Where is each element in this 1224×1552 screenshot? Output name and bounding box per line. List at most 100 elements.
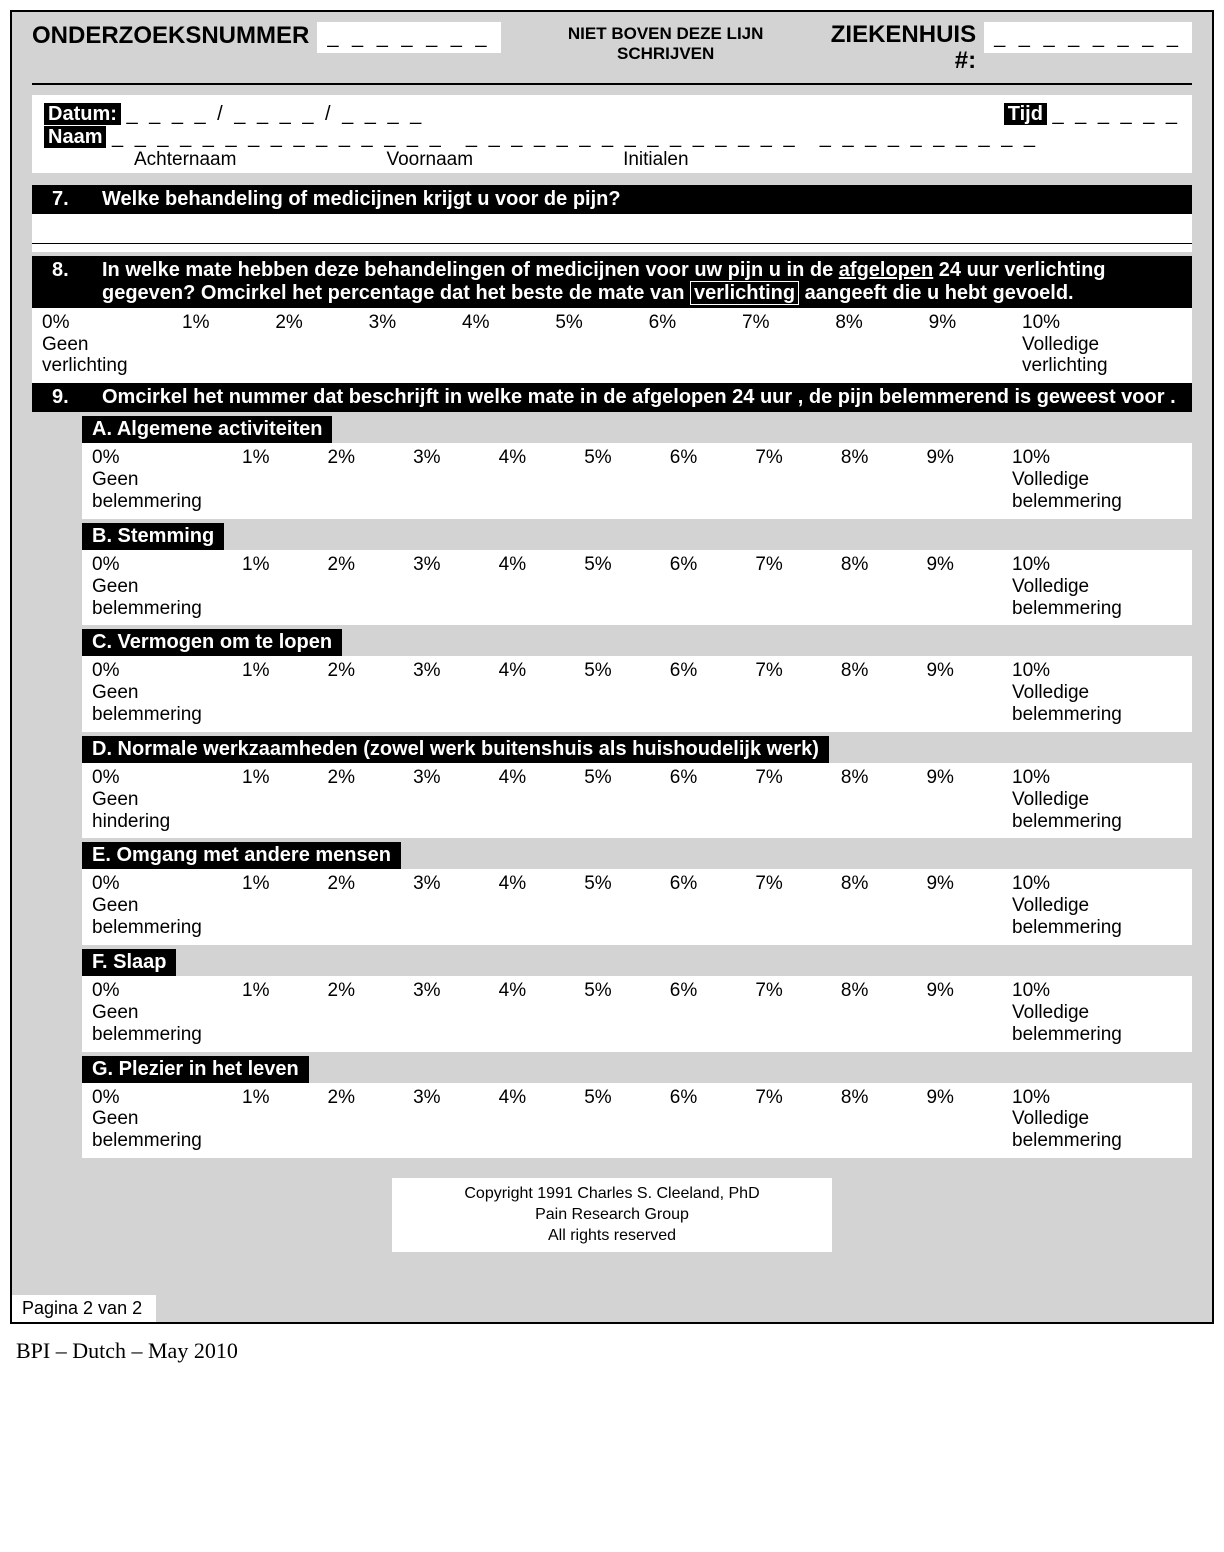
initialen-label: Initialen [623, 149, 689, 171]
q8-text: In welke mate hebben deze behandelingen … [102, 259, 1182, 305]
q9c-l2: belemmering [92, 704, 242, 726]
q9e-v10: 10% [1012, 873, 1182, 895]
q9-num: 9. [52, 386, 102, 409]
q9d-l1: Geen [92, 789, 242, 811]
q9g-v0: 0% [92, 1087, 242, 1109]
q9a-v7: 7% [755, 447, 841, 469]
q8-num: 8. [52, 259, 102, 305]
form-page: ONDERZOEKSNUMMER _ _ _ _ _ _ _ NIET BOVE… [10, 10, 1214, 1324]
onderzoek-label: ONDERZOEKSNUMMER [32, 22, 309, 50]
q9g-v6: 6% [670, 1087, 756, 1109]
q9c-v4: 4% [499, 660, 585, 682]
q9a-r2: belemmering [1012, 491, 1182, 513]
q9g-v7: 7% [755, 1087, 841, 1109]
q9a-v5: 5% [584, 447, 670, 469]
q9c-v2: 2% [328, 660, 414, 682]
q9g-r1: Volledige [1012, 1108, 1182, 1130]
q9d-v0: 0% [92, 767, 242, 789]
tijd-blank: _ _ _ _ _ _ [1052, 103, 1180, 125]
ziekenhuis-hash: #: [831, 48, 976, 74]
q8-v10: 10% [1022, 312, 1182, 334]
q9b-v0: 0% [92, 554, 242, 576]
q9f-v9: 9% [926, 980, 1012, 1002]
q7-answer-line [32, 214, 1192, 244]
q9a-scale: 0%Geenbelemmering 1% 2% 3% 4% 5% 6% 7% 8… [82, 443, 1192, 519]
q9b-v1: 1% [242, 554, 328, 576]
q9e-v3: 3% [413, 873, 499, 895]
q9e-l2: belemmering [92, 917, 242, 939]
ziekenhuis-label: ZIEKENHUIS [831, 22, 976, 48]
naam-blank1: _ _ _ _ _ _ _ _ _ _ _ _ _ _ _ [112, 126, 444, 148]
q9b-v10: 10% [1012, 554, 1182, 576]
q9f-r1: Volledige [1012, 1002, 1182, 1024]
q9a-v2: 2% [328, 447, 414, 469]
q9e-v2: 2% [328, 873, 414, 895]
q9d-v4: 4% [499, 767, 585, 789]
q8-v2: 2% [275, 312, 368, 334]
q9e-v8: 8% [841, 873, 927, 895]
q8-scale: 0% Geen verlichting 1% 2% 3% 4% 5% 6% 7%… [32, 308, 1192, 384]
q9e-v7: 7% [755, 873, 841, 895]
q9f-v4: 4% [499, 980, 585, 1002]
q9c-header: C. Vermogen om te lopen [82, 629, 342, 656]
q9g-v5: 5% [584, 1087, 670, 1109]
q8-text-b: afgelopen [839, 259, 933, 281]
copyright-l1: Copyright 1991 Charles S. Cleeland, PhD [398, 1184, 826, 1205]
q8-text-a: In welke mate hebben deze behandelingen … [102, 259, 839, 281]
q9f-v0: 0% [92, 980, 242, 1002]
q9d-v8: 8% [841, 767, 927, 789]
q9e-l1: Geen [92, 895, 242, 917]
q9c-v3: 3% [413, 660, 499, 682]
naam-blank3: _ _ _ _ _ _ _ _ _ _ [820, 126, 1038, 148]
q9c-r2: belemmering [1012, 704, 1182, 726]
q8-v5: 5% [555, 312, 648, 334]
q9e-header: E. Omgang met andere mensen [82, 842, 401, 869]
q9d-v5: 5% [584, 767, 670, 789]
ziekenhuis-blank: _ _ _ _ _ _ _ _ [984, 22, 1192, 53]
q9f-v6: 6% [670, 980, 756, 1002]
ziekenhuis-group: ZIEKENHUIS #: [831, 22, 976, 75]
q9f-v3: 3% [413, 980, 499, 1002]
page-number: Pagina 2 van 2 [12, 1295, 156, 1322]
q9-header: 9. Omcirkel het nummer dat beschrijft in… [32, 383, 1192, 412]
q8-text-d: verlichting [690, 281, 799, 305]
q9c-r1: Volledige [1012, 682, 1182, 704]
q9a-header: A. Algemene activiteiten [82, 416, 332, 443]
q9e-r1: Volledige [1012, 895, 1182, 917]
q9c-l1: Geen [92, 682, 242, 704]
naam-blank2: _ _ _ _ _ _ _ _ _ _ _ _ _ _ _ [466, 126, 798, 148]
q9a-l1: Geen [92, 469, 242, 491]
q9d-v9: 9% [926, 767, 1012, 789]
q9b-v2: 2% [328, 554, 414, 576]
achternaam-label: Achternaam [134, 149, 236, 171]
q8-left2: verlichting [42, 355, 182, 377]
q9b-scale: 0%Geenbelemmering 1% 2% 3% 4% 5% 6% 7% 8… [82, 550, 1192, 626]
q9b-v9: 9% [926, 554, 1012, 576]
q9c-v8: 8% [841, 660, 927, 682]
q9d-v3: 3% [413, 767, 499, 789]
q9c-v9: 9% [926, 660, 1012, 682]
onderzoek-blank: _ _ _ _ _ _ _ [317, 22, 500, 53]
q8-v7: 7% [742, 312, 835, 334]
header-center: NIET BOVEN DEZE LIJN SCHRIJVEN [501, 22, 831, 65]
q9f-l2: belemmering [92, 1024, 242, 1046]
q9f-v8: 8% [841, 980, 927, 1002]
q9g-l1: Geen [92, 1108, 242, 1130]
q9f-header: F. Slaap [82, 949, 176, 976]
q9f-scale: 0%Geenbelemmering 1% 2% 3% 4% 5% 6% 7% 8… [82, 976, 1192, 1052]
q9a-v3: 3% [413, 447, 499, 469]
q7-text: Welke behandeling of medicijnen krijgt u… [102, 188, 1182, 211]
q9e-r2: belemmering [1012, 917, 1182, 939]
q9d-header: D. Normale werkzaamheden (zowel werk bui… [82, 736, 829, 763]
q9c-v7: 7% [755, 660, 841, 682]
q9d-v1: 1% [242, 767, 328, 789]
q9d-r2: belemmering [1012, 811, 1182, 833]
q9a-l2: belemmering [92, 491, 242, 513]
q9a-v8: 8% [841, 447, 927, 469]
q8-v6: 6% [649, 312, 742, 334]
q9g-l2: belemmering [92, 1130, 242, 1152]
q8-v8: 8% [835, 312, 928, 334]
copyright-block: Copyright 1991 Charles S. Cleeland, PhD … [392, 1178, 832, 1252]
footer-text: BPI – Dutch – May 2010 [10, 1324, 1214, 1364]
q9b-l1: Geen [92, 576, 242, 598]
